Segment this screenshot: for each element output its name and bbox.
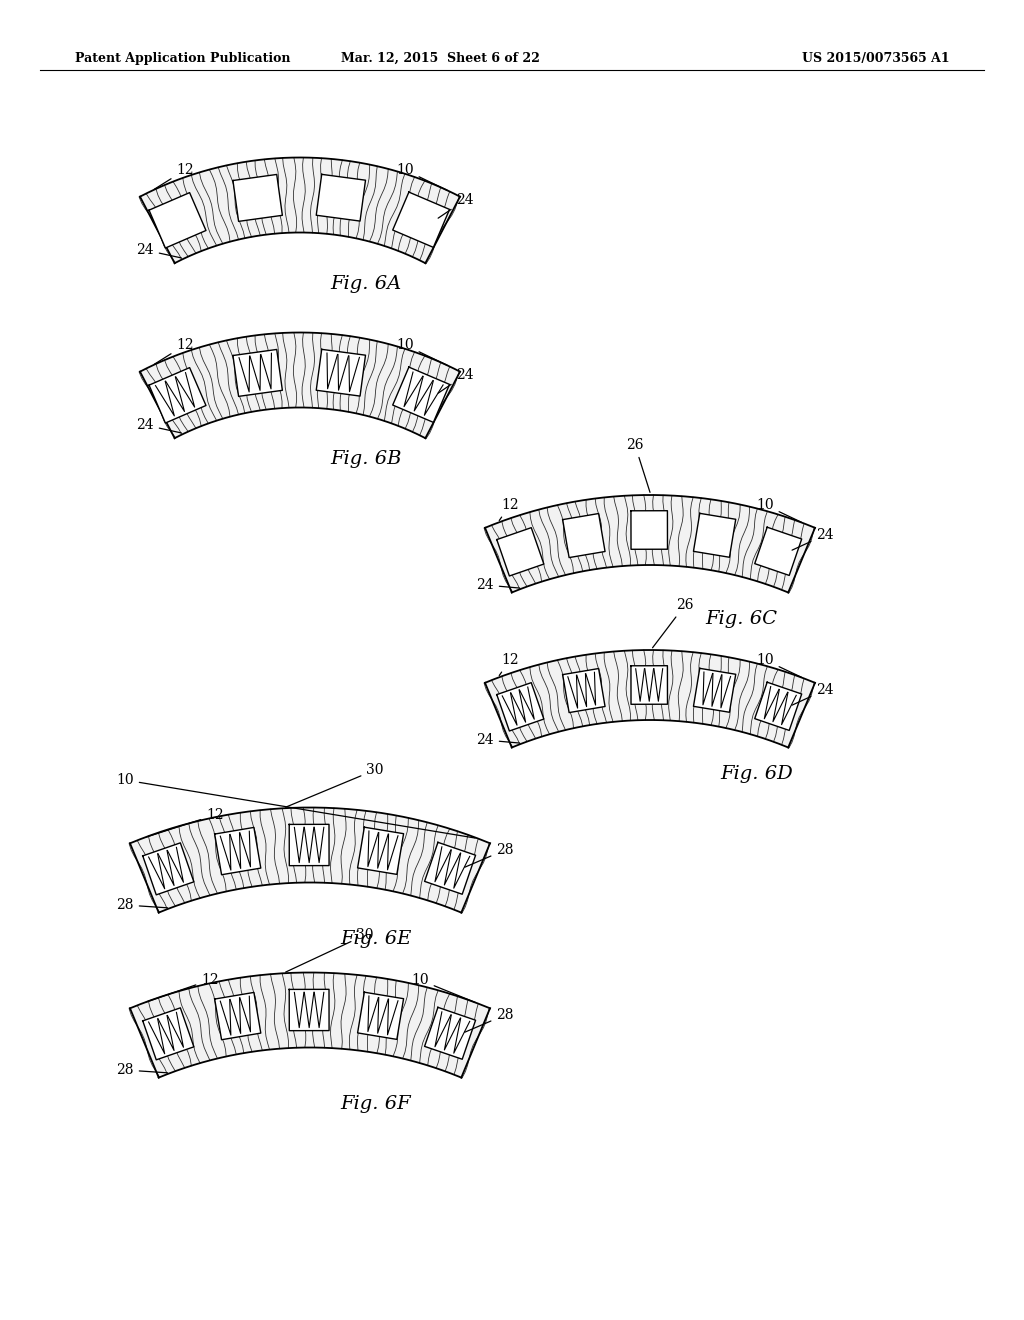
Polygon shape <box>316 174 366 220</box>
Polygon shape <box>562 513 605 557</box>
Text: 10: 10 <box>412 973 475 1002</box>
Polygon shape <box>142 843 194 895</box>
Text: 10: 10 <box>116 774 475 838</box>
Text: Fig. 6D: Fig. 6D <box>720 766 793 783</box>
Polygon shape <box>232 350 283 396</box>
Text: Fig. 6A: Fig. 6A <box>330 275 401 293</box>
Text: 28: 28 <box>465 1008 514 1032</box>
Polygon shape <box>150 193 206 248</box>
Text: 12: 12 <box>155 162 194 189</box>
Text: 12: 12 <box>146 973 219 1002</box>
Text: 24: 24 <box>438 193 474 218</box>
Polygon shape <box>130 808 490 912</box>
Polygon shape <box>289 989 329 1031</box>
Text: 12: 12 <box>500 653 519 676</box>
Text: 24: 24 <box>136 243 181 257</box>
Polygon shape <box>425 842 475 894</box>
Polygon shape <box>755 527 802 576</box>
Text: 10: 10 <box>396 338 447 366</box>
Text: 12: 12 <box>146 808 224 837</box>
Polygon shape <box>140 333 460 438</box>
Polygon shape <box>393 193 450 247</box>
Text: 24: 24 <box>136 418 181 433</box>
Polygon shape <box>357 993 403 1039</box>
Text: 24: 24 <box>476 733 519 747</box>
Polygon shape <box>130 973 490 1077</box>
Text: 30: 30 <box>286 763 384 808</box>
Polygon shape <box>215 828 261 875</box>
Polygon shape <box>142 1008 194 1060</box>
Text: 28: 28 <box>465 843 514 867</box>
Text: Mar. 12, 2015  Sheet 6 of 22: Mar. 12, 2015 Sheet 6 of 22 <box>341 51 540 65</box>
Text: 24: 24 <box>476 578 519 591</box>
Text: Fig. 6F: Fig. 6F <box>340 1096 411 1113</box>
Text: 28: 28 <box>117 1063 168 1077</box>
Text: 26: 26 <box>652 598 693 648</box>
Text: 10: 10 <box>756 653 802 677</box>
Polygon shape <box>693 513 735 557</box>
Text: 24: 24 <box>438 368 474 393</box>
Polygon shape <box>140 157 460 263</box>
Polygon shape <box>393 367 450 422</box>
Polygon shape <box>357 828 403 874</box>
Polygon shape <box>693 668 735 713</box>
Polygon shape <box>562 668 605 713</box>
Text: 28: 28 <box>117 898 168 912</box>
Polygon shape <box>485 495 815 593</box>
Text: 26: 26 <box>627 438 650 492</box>
Text: 12: 12 <box>155 338 194 364</box>
Text: 30: 30 <box>286 928 374 972</box>
Text: Fig. 6B: Fig. 6B <box>330 450 401 469</box>
Polygon shape <box>755 682 802 730</box>
Text: US 2015/0073565 A1: US 2015/0073565 A1 <box>803 51 950 65</box>
Text: 24: 24 <box>792 528 834 550</box>
Text: 10: 10 <box>396 162 447 190</box>
Polygon shape <box>425 1007 475 1059</box>
Polygon shape <box>631 665 668 705</box>
Polygon shape <box>497 682 544 731</box>
Polygon shape <box>631 511 668 549</box>
Polygon shape <box>232 174 283 222</box>
Polygon shape <box>485 649 815 747</box>
Polygon shape <box>497 528 544 576</box>
Text: Patent Application Publication: Patent Application Publication <box>75 51 291 65</box>
Text: 12: 12 <box>500 498 519 520</box>
Polygon shape <box>316 350 366 396</box>
Text: Fig. 6C: Fig. 6C <box>705 610 777 628</box>
Text: 24: 24 <box>792 682 834 705</box>
Polygon shape <box>215 993 261 1040</box>
Text: 10: 10 <box>756 498 802 523</box>
Polygon shape <box>150 368 206 422</box>
Text: Fig. 6E: Fig. 6E <box>340 931 412 948</box>
Polygon shape <box>289 824 329 866</box>
